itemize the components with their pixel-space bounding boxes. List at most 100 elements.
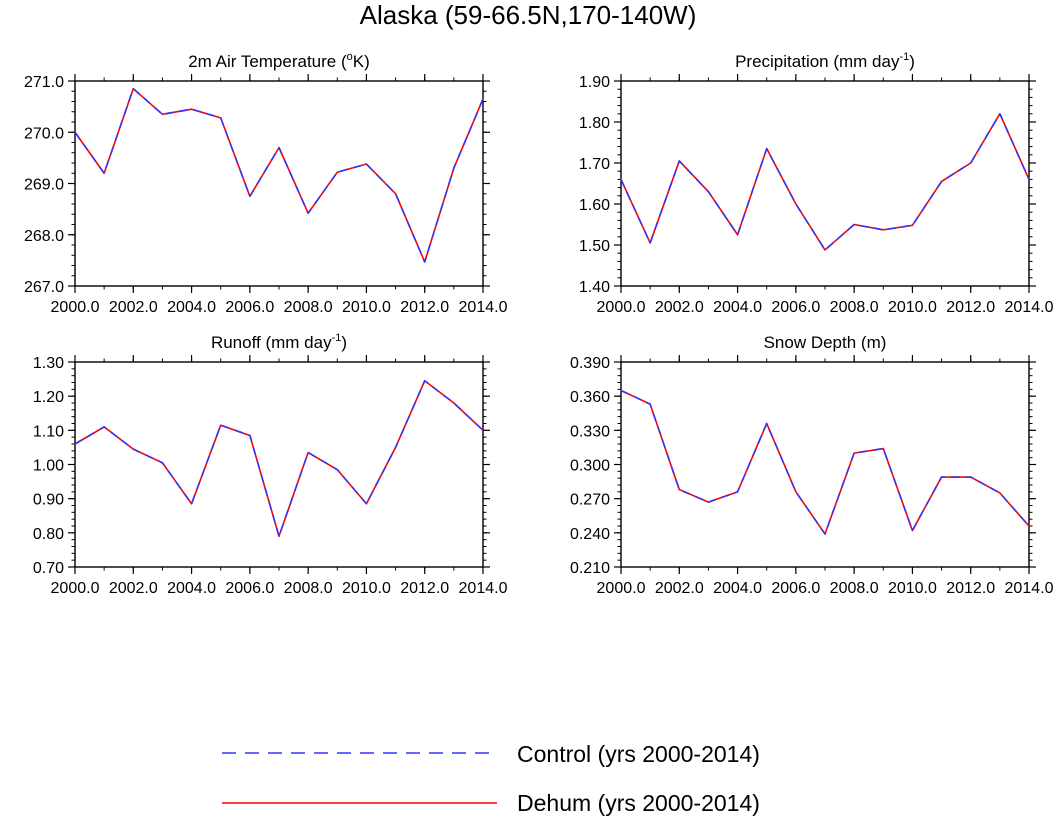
x-tick-label: 2002.0: [655, 299, 704, 316]
data-point-control: [766, 148, 768, 150]
panel-title: Precipitation (mm day-1): [735, 51, 915, 71]
data-point-control: [453, 167, 455, 169]
data-point-control: [707, 191, 710, 193]
series-line-control: [74, 87, 484, 263]
panel-title-superscript: o: [347, 51, 353, 63]
panel-runoff: Runoff (mm day-1) 0.70 0.80 0.90 1.00 1.10 1.2…: [33, 332, 508, 597]
data-point-control: [736, 491, 739, 493]
data-point-control: [853, 223, 855, 226]
x-tick-label: 2012.0: [400, 580, 449, 597]
data-point-control: [707, 501, 710, 503]
data-point-control: [103, 426, 105, 428]
data-point-control: [999, 492, 1001, 494]
data-point-control: [940, 180, 943, 183]
data-point-control: [74, 443, 76, 445]
x-tick-label: 2002.0: [109, 299, 158, 316]
legend-dehum-label: Dehum (yrs 2000-2014): [517, 790, 760, 816]
y-tick-label: 1.40: [579, 279, 610, 296]
data-point-control: [365, 503, 368, 505]
panel-title-suffix: ): [341, 333, 347, 352]
plot-frame: [620, 361, 1030, 568]
y-tick-label: 0.390: [570, 355, 610, 372]
data-point-control: [736, 234, 739, 236]
y-tick-label: 268.0: [24, 228, 64, 245]
plot-frame: [620, 80, 1030, 287]
x-tick-label: 2006.0: [225, 299, 274, 316]
panel-title-text: Snow Depth (m): [764, 333, 887, 352]
x-tick-label: 2010.0: [888, 299, 937, 316]
y-tick-label: 1.20: [33, 389, 64, 406]
y-tick-label: 1.90: [579, 74, 610, 91]
data-point-control: [795, 203, 797, 205]
x-tick-label: 2004.0: [167, 299, 216, 316]
x-tick-label: 2012.0: [946, 580, 995, 597]
x-tick-label: 2010.0: [342, 580, 391, 597]
data-point-control: [278, 535, 280, 537]
x-tick-label: 2012.0: [946, 299, 995, 316]
x-tick-label: 2014.0: [459, 580, 508, 597]
data-point-control: [824, 249, 826, 251]
data-point-control: [278, 147, 280, 149]
y-tick-label: 0.360: [570, 389, 610, 406]
data-point-control: [103, 172, 105, 174]
panel-title-text: Precipitation (mm day: [735, 52, 900, 71]
x-tick-label: 2008.0: [284, 299, 333, 316]
panel-air-temperature: 2m Air Temperature (oK) 267.0 268.0 269.0 27…: [24, 51, 508, 316]
data-point-control: [482, 429, 484, 431]
data-point-control: [249, 195, 251, 197]
y-tick-label: 270.0: [24, 125, 64, 142]
x-tick-label: 2008.0: [830, 299, 879, 316]
panel-title-suffix: ): [909, 52, 915, 71]
panel-title: 2m Air Temperature (oK): [188, 51, 370, 71]
data-point-control: [882, 229, 884, 231]
y-tick-label: 0.70: [33, 560, 64, 577]
x-tick-label: 2008.0: [284, 580, 333, 597]
data-point-control: [620, 178, 622, 180]
data-point-control: [220, 424, 222, 426]
panels: 2m Air Temperature (oK) 267.0 268.0 269.0 27…: [24, 51, 1054, 597]
x-tick-label: 2014.0: [1005, 580, 1054, 597]
data-point-control: [970, 162, 972, 164]
panel-precipitation: Precipitation (mm day-1) 1.40 1.50 1.60 1.70…: [579, 51, 1054, 316]
panel-title-text: Runoff (mm day: [211, 333, 332, 352]
data-point-control: [1028, 525, 1030, 527]
data-point-control: [74, 131, 76, 133]
x-tick-label: 2000.0: [51, 299, 100, 316]
data-point-control: [649, 242, 651, 244]
x-tick-label: 2002.0: [109, 580, 158, 597]
y-tick-label: 269.0: [24, 177, 64, 194]
data-point-control: [394, 193, 397, 195]
panel-title-text: 2m Air Temperature (: [188, 52, 347, 71]
data-point-control: [911, 529, 914, 532]
x-tick-label: 2002.0: [655, 580, 704, 597]
y-tick-label: 1.30: [33, 355, 64, 372]
x-tick-label: 2012.0: [400, 299, 449, 316]
data-point-control: [220, 117, 222, 119]
data-point-control: [678, 160, 680, 162]
data-point-control: [911, 224, 914, 226]
data-point-control: [999, 113, 1001, 115]
panel-title-superscript: -1: [332, 332, 342, 344]
x-tick-label: 2006.0: [771, 299, 820, 316]
data-point-control: [970, 476, 972, 478]
data-point-control: [424, 261, 426, 263]
data-point-control: [190, 503, 193, 505]
y-tick-label: 0.80: [33, 526, 64, 543]
series-line-control: [74, 379, 484, 538]
y-tick-label: 1.50: [579, 238, 610, 255]
y-tick-label: 0.270: [570, 492, 610, 509]
series-line-dehum: [74, 87, 484, 263]
data-point-control: [132, 88, 134, 90]
series-line-dehum: [620, 113, 1030, 251]
y-tick-label: 267.0: [24, 279, 64, 296]
data-point-control: [795, 491, 797, 493]
data-point-control: [853, 452, 855, 454]
data-point-control: [394, 446, 397, 449]
y-tick-label: 1.60: [579, 197, 610, 214]
y-tick-label: 0.210: [570, 560, 610, 577]
x-tick-label: 2014.0: [459, 299, 508, 316]
data-point-control: [307, 451, 309, 454]
data-point-control: [424, 380, 426, 382]
x-tick-label: 2006.0: [771, 580, 820, 597]
x-tick-label: 2000.0: [597, 299, 646, 316]
